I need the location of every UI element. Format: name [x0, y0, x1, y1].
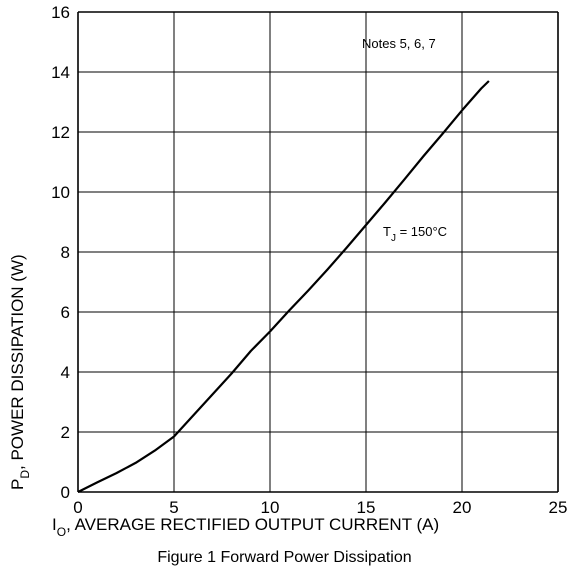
y-tick-label: 16 [51, 3, 70, 22]
series-label-rest: = 150°C [396, 224, 447, 239]
y-tick-label: 6 [61, 303, 70, 322]
x-tick-label: 20 [453, 498, 472, 517]
y-tick-label: 8 [61, 243, 70, 262]
series-label-subscript: J [391, 233, 396, 244]
y-axis-label: PD, POWER DISSIPATION (W) [8, 254, 32, 490]
x-axis-label-rest: , AVERAGE RECTIFIED OUTPUT CURRENT (A) [66, 515, 439, 534]
x-tick-labels: 0 5 10 15 20 25 [73, 498, 567, 517]
series-label-prefix: T [383, 224, 391, 239]
y-axis-label-subscript: D [18, 470, 32, 479]
y-tick-label: 0 [61, 483, 70, 502]
y-tick-label: 10 [51, 183, 70, 202]
grid-lines [77, 11, 559, 493]
x-axis-label: IO, AVERAGE RECTIFIED OUTPUT CURRENT (A) [52, 515, 439, 539]
x-tick-label: 15 [357, 498, 376, 517]
y-axis-label-prefix: P [8, 479, 27, 490]
power-dissipation-curve [77, 80, 490, 493]
y-tick-label: 4 [61, 363, 70, 382]
y-tick-label: 12 [51, 123, 70, 142]
figure-caption: Figure 1 Forward Power Dissipation [157, 549, 412, 566]
series-label: TJ = 150°C [383, 224, 447, 244]
y-tick-label: 14 [51, 63, 70, 82]
y-axis-label-rest: , POWER DISSIPATION (W) [8, 254, 27, 470]
x-axis-label-subscript: O [57, 525, 66, 539]
notes-annotation: Notes 5, 6, 7 [362, 36, 436, 51]
x-tick-label: 10 [261, 498, 280, 517]
x-tick-label: 25 [549, 498, 568, 517]
x-tick-label: 0 [73, 498, 82, 517]
x-axis-label-prefix: I [52, 515, 57, 534]
x-tick-label: 5 [169, 498, 178, 517]
y-tick-label: 2 [61, 423, 70, 442]
y-tick-labels: 0 2 4 6 8 10 12 14 16 [51, 3, 70, 502]
